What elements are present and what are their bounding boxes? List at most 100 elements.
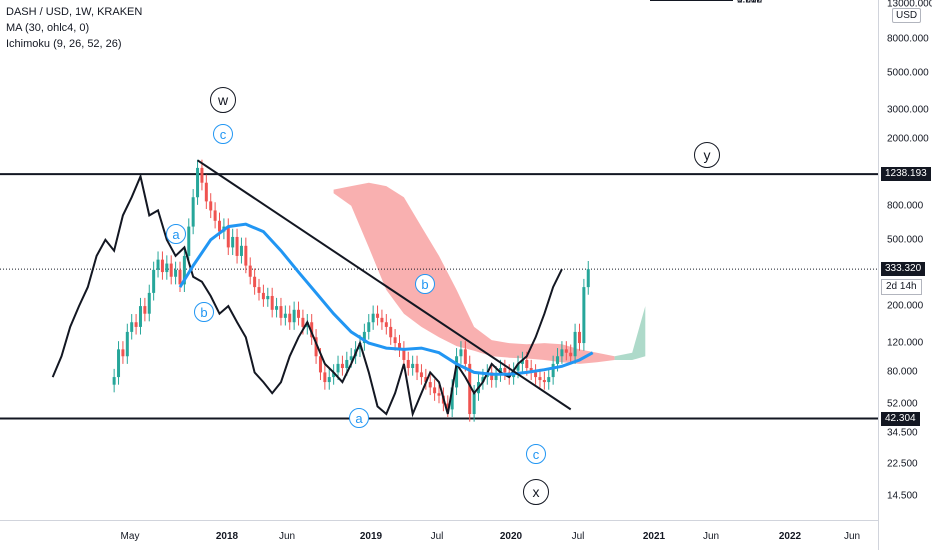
x-tick-label: Jun bbox=[702, 531, 720, 542]
candle-body bbox=[459, 349, 463, 357]
price-label: 1238.193 bbox=[881, 167, 931, 182]
candle-body bbox=[174, 269, 178, 277]
time-axis[interactable]: May 2018 Jun 2019 Jul 2020 Jul 2021 Jun 2022 Jun bbox=[0, 520, 878, 551]
candle-body bbox=[345, 359, 349, 369]
candle-body bbox=[196, 167, 200, 198]
candle-body bbox=[411, 363, 415, 369]
candle-body bbox=[125, 331, 129, 357]
candle-body bbox=[582, 287, 586, 344]
wave-label-a[interactable]: a bbox=[349, 408, 369, 428]
price-label: 333.320 bbox=[881, 262, 926, 277]
candle-body bbox=[551, 363, 555, 378]
candle-body bbox=[494, 374, 498, 381]
candle-body bbox=[393, 337, 397, 344]
candle-body bbox=[367, 322, 371, 332]
wave-label-w[interactable]: w bbox=[210, 87, 236, 113]
y-tick-label: 5000.000 bbox=[887, 67, 929, 79]
candle-body bbox=[266, 295, 270, 300]
candle-body bbox=[332, 372, 336, 378]
candle-body bbox=[437, 393, 441, 396]
candle-body bbox=[450, 387, 454, 410]
candle-body bbox=[169, 263, 173, 277]
candle-body bbox=[297, 309, 301, 318]
candle-body bbox=[463, 349, 467, 364]
candle-body bbox=[314, 337, 318, 357]
candle-body bbox=[310, 322, 314, 338]
wave-label-y[interactable]: y bbox=[694, 142, 720, 168]
candle-body bbox=[209, 201, 213, 211]
x-tick-label: 2022 bbox=[778, 531, 802, 542]
currency-badge[interactable]: USD bbox=[892, 8, 922, 23]
x-tick-label: Jul bbox=[430, 531, 444, 542]
candle-body bbox=[147, 292, 151, 314]
wave-label-c[interactable]: c bbox=[526, 444, 546, 464]
candle-body bbox=[380, 317, 384, 323]
fib-level-label: 0.382 bbox=[737, 0, 763, 6]
candle-body bbox=[362, 331, 366, 344]
candle-body bbox=[275, 306, 279, 310]
candle-body bbox=[143, 306, 147, 314]
comparison-series-line bbox=[51, 173, 563, 418]
candle-body bbox=[538, 377, 542, 381]
ichimoku-cloud-bearish bbox=[333, 182, 615, 364]
y-tick-label: 52.000 bbox=[887, 398, 918, 410]
candle-body bbox=[248, 265, 252, 277]
candle-body bbox=[301, 317, 305, 327]
candle-body bbox=[542, 380, 546, 383]
candle-body bbox=[270, 295, 274, 310]
wave-label-x[interactable]: x bbox=[523, 479, 549, 505]
candle-body bbox=[340, 363, 344, 369]
candle-body bbox=[213, 210, 217, 221]
y-tick-label: 34.500 bbox=[887, 427, 918, 439]
candle-body bbox=[520, 359, 524, 364]
candle-body bbox=[152, 269, 156, 293]
candle-body bbox=[204, 182, 208, 202]
candle-body bbox=[336, 363, 340, 373]
candle-body bbox=[573, 331, 577, 357]
fib-level-label: 1.272 bbox=[737, 0, 763, 6]
y-tick-label: 14.500 bbox=[887, 490, 918, 502]
ma-indicator-label[interactable]: MA (30, ohlc4, 0) bbox=[6, 22, 90, 34]
y-tick-label: 2000.000 bbox=[887, 133, 929, 145]
candle-body bbox=[327, 377, 331, 383]
y-tick-label: 200.000 bbox=[887, 300, 924, 312]
y-tick-label: 80.000 bbox=[887, 366, 918, 378]
candle-body bbox=[182, 255, 186, 285]
wave-label-b[interactable]: b bbox=[194, 302, 214, 322]
chart-canvas[interactable] bbox=[0, 0, 878, 520]
candle-body bbox=[130, 322, 134, 332]
x-tick-label: Jun bbox=[278, 531, 296, 542]
candle-body bbox=[415, 363, 419, 373]
candle-body bbox=[165, 263, 169, 273]
candle-body bbox=[178, 269, 182, 285]
fib-level-label: 1.618 bbox=[737, 0, 763, 6]
candle-body bbox=[424, 377, 428, 383]
candle-body bbox=[200, 167, 204, 183]
candle-body bbox=[569, 352, 573, 357]
chart-legend: DASH / USD, 1W, KRAKEN MA (30, ohlc4, 0)… bbox=[6, 4, 142, 52]
candle-body bbox=[389, 326, 393, 338]
candle-body bbox=[428, 382, 432, 388]
fib-level-label: 0.618 bbox=[737, 0, 763, 6]
y-tick-label: 8000.000 bbox=[887, 33, 929, 45]
symbol-label[interactable]: DASH / USD, 1W, KRAKEN bbox=[6, 6, 143, 18]
x-tick-label: 2019 bbox=[359, 531, 383, 542]
wave-label-a[interactable]: a bbox=[166, 224, 186, 244]
x-tick-label: Jul bbox=[571, 531, 585, 542]
candle-body bbox=[134, 322, 138, 327]
candle-body bbox=[253, 276, 257, 288]
candle-body bbox=[371, 313, 375, 323]
candle-body bbox=[516, 363, 520, 371]
candle-body bbox=[261, 292, 265, 300]
price-label: 42.304 bbox=[881, 411, 920, 426]
candle-body bbox=[560, 349, 564, 357]
wave-label-c[interactable]: c bbox=[213, 124, 233, 144]
ichimoku-indicator-label[interactable]: Ichimoku (9, 26, 52, 26) bbox=[6, 38, 122, 50]
wave-label-b[interactable]: b bbox=[415, 274, 435, 294]
candle-body bbox=[384, 322, 388, 327]
candle-body bbox=[455, 356, 459, 388]
candle-body bbox=[406, 359, 410, 369]
candle-body bbox=[577, 331, 581, 344]
candle-body bbox=[323, 372, 327, 383]
